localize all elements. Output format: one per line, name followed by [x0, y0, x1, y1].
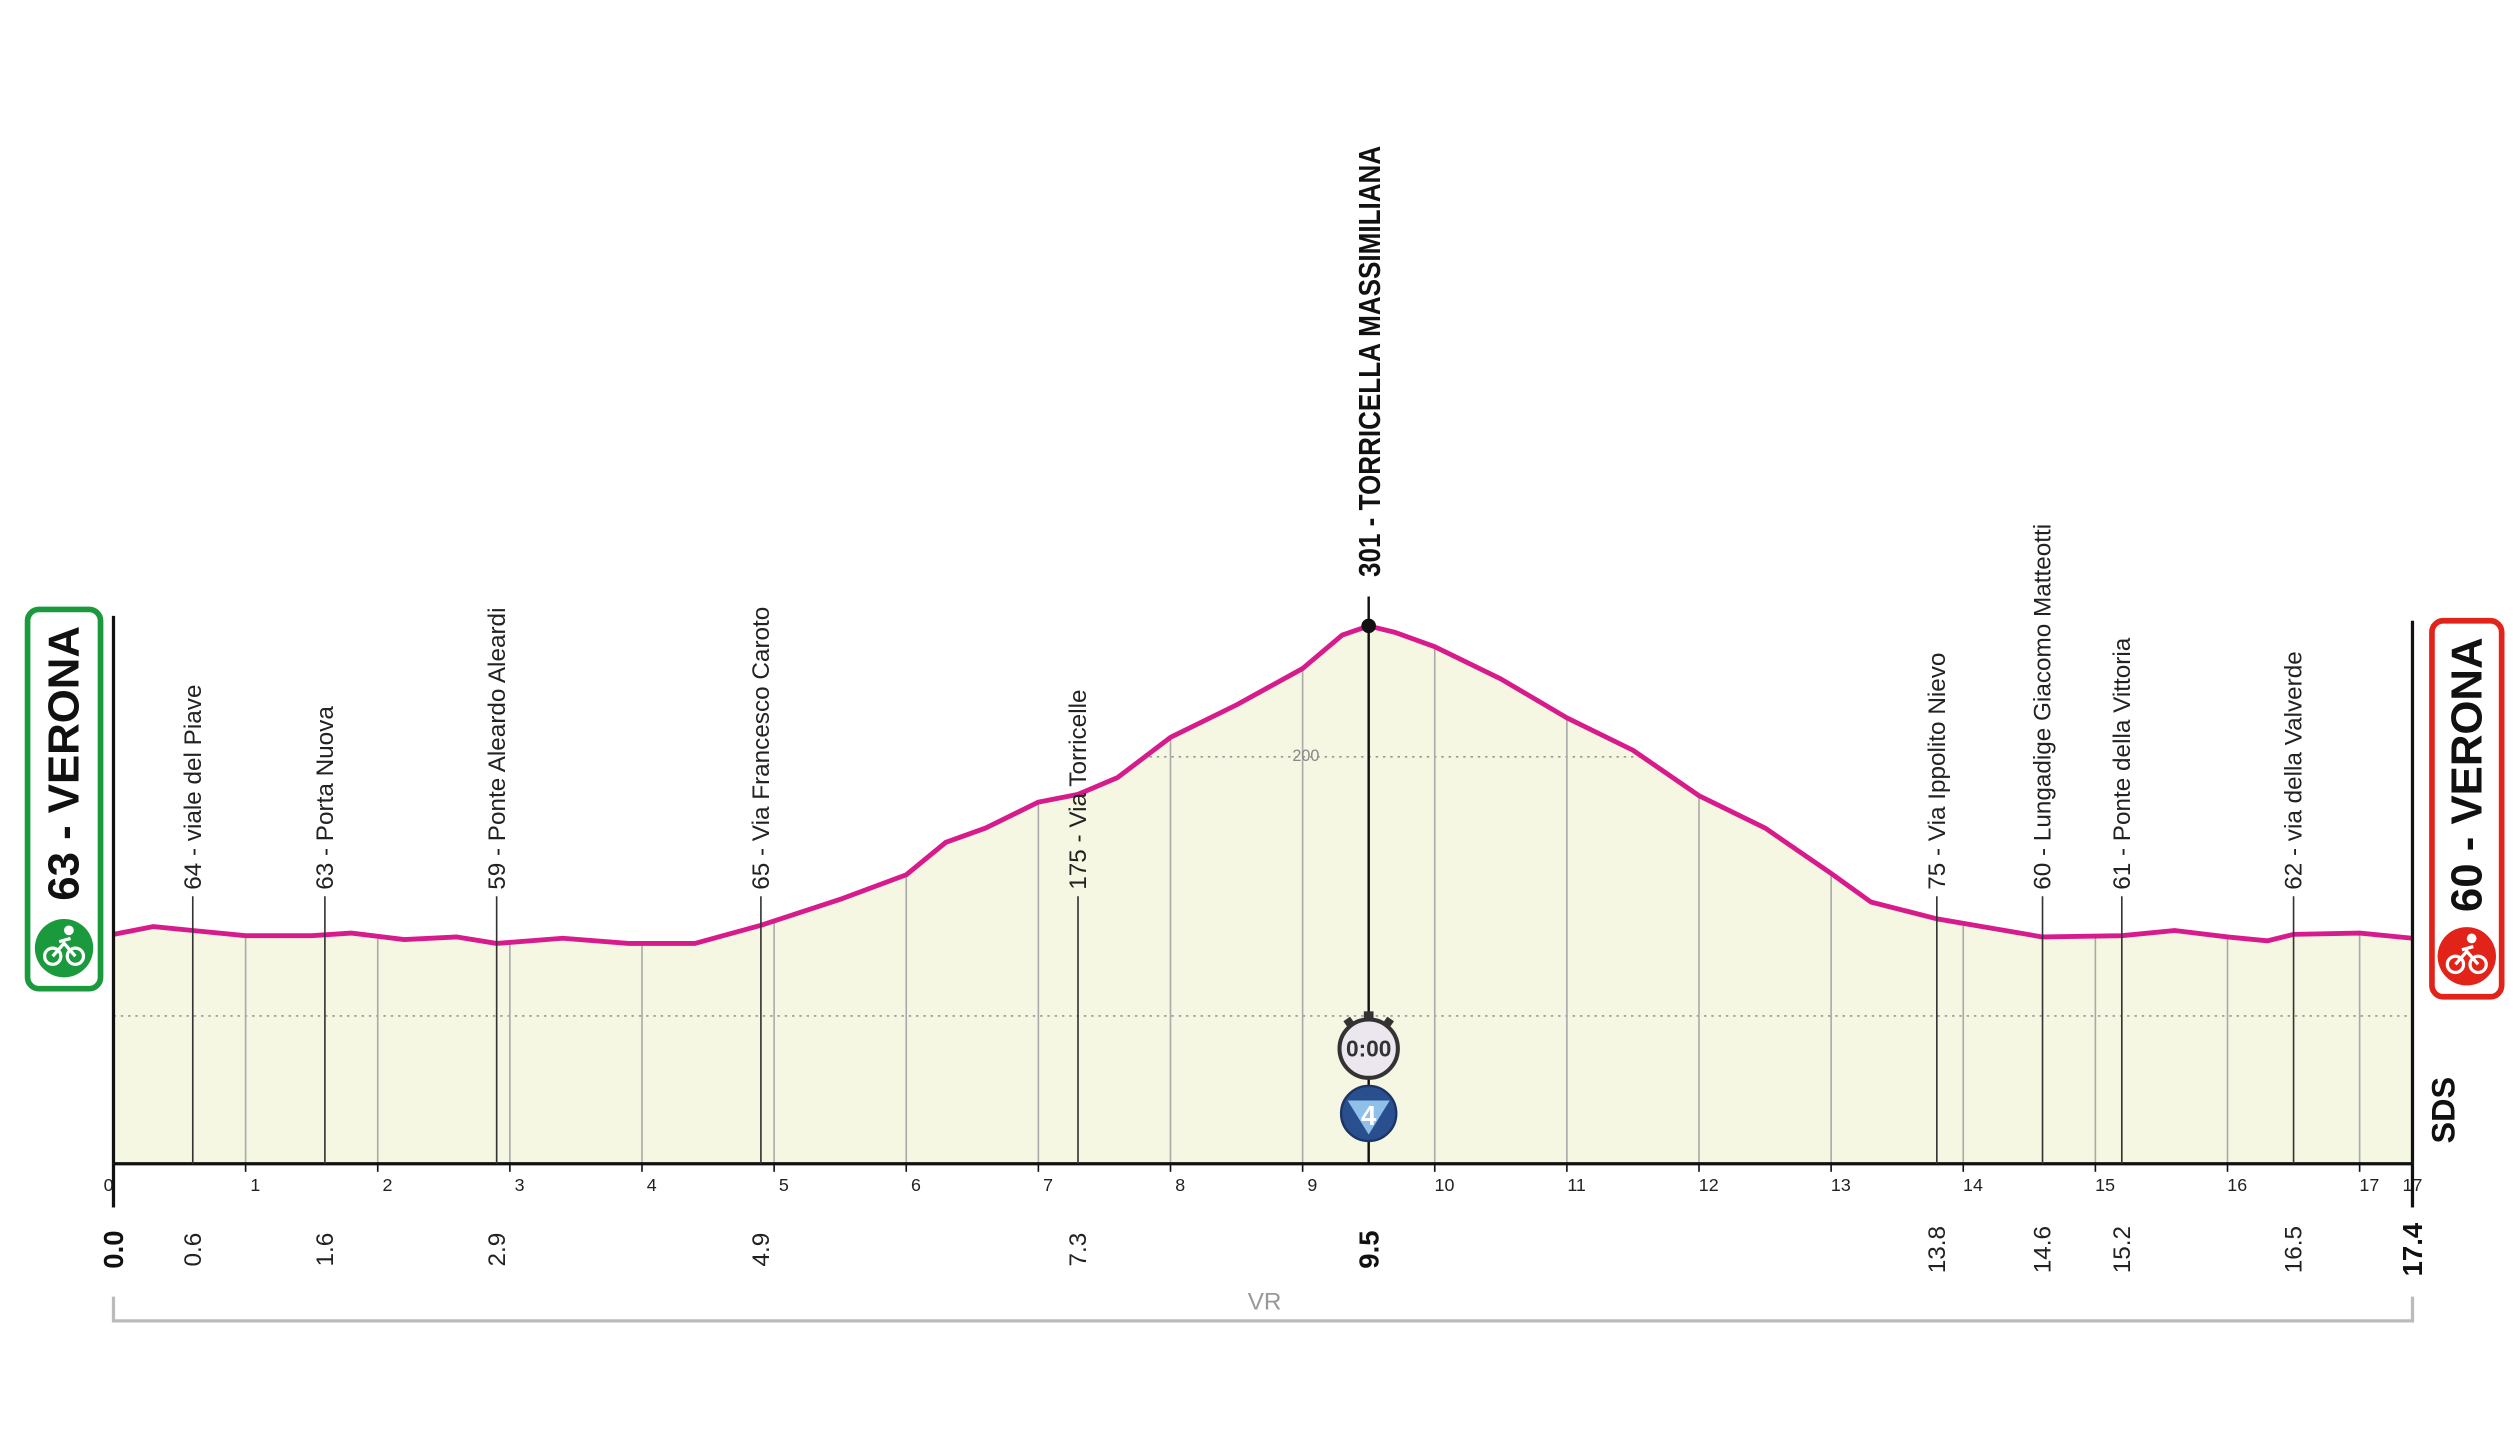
- finish-icon: [2437, 927, 2496, 986]
- waypoint-label: 63 - Porta Nuova: [312, 706, 339, 890]
- waypoint-label: 60 - Lungadige Giacomo Matteotti: [2030, 524, 2057, 890]
- waypoint-label: 62 - via della Valverde: [2281, 651, 2308, 890]
- x-tick-label: 6: [911, 1175, 921, 1195]
- x-tick-label: 13: [1831, 1175, 1851, 1195]
- start-icon-wheel: [42, 946, 63, 966]
- summit-point: [1361, 618, 1376, 634]
- waypoint-label: 61 - Ponte della Vittoria: [2109, 637, 2136, 890]
- waypoint-km-label: 14.6: [2030, 1226, 2057, 1273]
- waypoint-km-label: 9.5: [1353, 1230, 1384, 1268]
- finish-icon-wheel: [2468, 954, 2488, 975]
- finish-badge: [2429, 617, 2505, 1000]
- x-tick-label: 1: [250, 1175, 260, 1195]
- waypoint-label: 175 - Via Torricelle: [1065, 689, 1092, 889]
- x-tick-label: 3: [515, 1175, 525, 1195]
- x-tick-label: 15: [2095, 1175, 2115, 1195]
- x-tick-label: 12: [1699, 1175, 1719, 1195]
- waypoint-km-label: 0.6: [180, 1233, 207, 1267]
- waypoint-label: 75 - Via Ippolito Nievo: [1924, 653, 1951, 890]
- climb-badge-triangle: [1347, 1100, 1390, 1135]
- x-tick-label: 0: [104, 1175, 114, 1195]
- zone-label: VR: [1248, 1289, 1282, 1316]
- start-km-label: 0.0: [98, 1230, 129, 1268]
- x-tick-label: 17: [2359, 1175, 2379, 1195]
- x-tick-label: 4: [647, 1175, 657, 1195]
- x-tick-label: 2: [383, 1175, 393, 1195]
- x-tick-label: 5: [779, 1175, 789, 1195]
- profile-line: [113, 623, 2413, 946]
- x-tick-label: 16: [2227, 1175, 2247, 1195]
- climb-category: 4: [1361, 1100, 1377, 1131]
- start-name: 63 - VERONA: [40, 626, 89, 901]
- start-icon-wheel: [65, 946, 86, 966]
- waypoint-km-label: 4.9: [748, 1233, 775, 1267]
- waypoint-km-label: 15.2: [2109, 1226, 2136, 1273]
- finish-icon-wheel: [2445, 954, 2466, 975]
- x-tick-label: 14: [1963, 1175, 1983, 1195]
- stopwatch-knob: [1363, 1011, 1374, 1022]
- finish-icon-rider: [2454, 944, 2480, 966]
- waypoint-km-label: 1.6: [312, 1233, 339, 1267]
- finish-km-label: 17.4: [2397, 1222, 2428, 1276]
- x-tick-label: 10: [1435, 1175, 1455, 1195]
- x-tick-label: 9: [1307, 1175, 1317, 1195]
- x-tick-label: 11: [1567, 1175, 1586, 1195]
- waypoint-km-label: 2.9: [484, 1233, 511, 1267]
- x-tick-label: 7: [1043, 1175, 1053, 1195]
- waypoint-label: 64 - viale del Piave: [180, 685, 207, 890]
- profile-fill: [113, 625, 2413, 1164]
- start-badge: [24, 606, 104, 992]
- y-tick-label: 200: [1292, 747, 1319, 765]
- waypoint-label: 59 - Ponte Aleardo Aleardi: [484, 608, 511, 890]
- finish-icon-head: [2466, 933, 2477, 944]
- waypoint-label: 65 - Via Francesco Caroto: [748, 607, 775, 890]
- stopwatch: [1337, 1017, 1400, 1080]
- waypoint-km-label: 7.3: [1065, 1233, 1092, 1267]
- logo: SDS: [2426, 1077, 2462, 1144]
- start-icon-rider: [51, 936, 77, 958]
- x-tick-label: 8: [1175, 1175, 1185, 1195]
- zone-bracket: [111, 1296, 2415, 1323]
- waypoint-km-label: 13.8: [1924, 1226, 1951, 1273]
- finish-name: 60 - VERONA: [2442, 637, 2491, 912]
- waypoint-km-label: 16.5: [2281, 1226, 2308, 1273]
- start-icon-head: [64, 925, 74, 936]
- time-check-label: 0:00: [1346, 1036, 1391, 1062]
- start-icon: [34, 918, 94, 978]
- summit-label: 301 - TORRICELLA MASSIMILIANA: [1352, 146, 1387, 577]
